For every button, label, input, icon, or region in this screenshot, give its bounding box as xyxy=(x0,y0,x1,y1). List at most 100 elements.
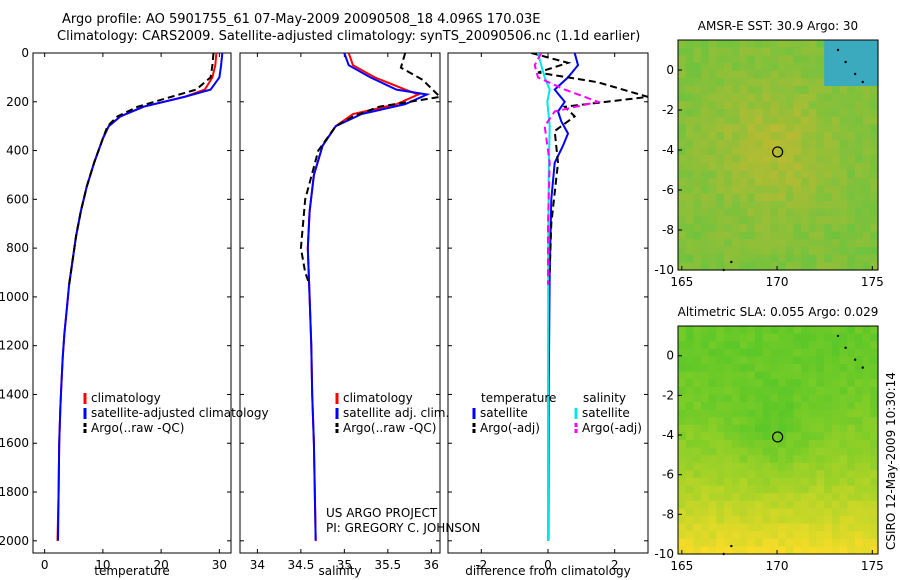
sla-map-cell xyxy=(731,538,741,547)
sla-map-cell xyxy=(854,478,864,487)
sla-map-cell xyxy=(785,341,794,350)
credit-line1: US ARGO PROJECT xyxy=(326,506,438,520)
sla-map-cell xyxy=(831,394,841,403)
sst-map-cell xyxy=(824,40,833,49)
sla-map-cell xyxy=(716,341,725,350)
sla-map-cell xyxy=(854,462,864,471)
sst-map-cell xyxy=(847,254,856,263)
sla-map-cell xyxy=(754,432,764,441)
sla-map-cell xyxy=(824,364,833,373)
sla-map-cell xyxy=(762,500,771,509)
sla-map-cell xyxy=(816,538,825,547)
sst-map-cell xyxy=(870,109,879,118)
sla-map-cell xyxy=(870,462,879,471)
sla-map-cell xyxy=(785,546,794,555)
sla-map-cell xyxy=(724,394,733,403)
sla-map-cell xyxy=(824,440,833,449)
sla-map-cell xyxy=(808,364,818,373)
sla-map-cell xyxy=(785,462,794,471)
depth-tick-label: 2000 xyxy=(0,534,29,548)
sst-map-cell xyxy=(762,78,771,87)
sla-map-cell xyxy=(862,371,871,380)
sst-map-cell xyxy=(793,178,802,187)
salinity-profile-xlabel: salinity xyxy=(318,564,361,578)
sst-map-cell xyxy=(778,216,787,225)
sla-map-cell xyxy=(816,424,825,433)
sla-map-cell xyxy=(762,455,771,464)
sla-map-cell xyxy=(870,546,879,555)
sst-map-cell xyxy=(839,70,848,79)
sla-map-cell xyxy=(724,508,733,517)
sla-map-cell xyxy=(808,394,818,403)
sst-map-cell xyxy=(739,78,748,87)
figure-title-line1: Argo profile: AO 5901755_61 07-May-2009 … xyxy=(62,12,541,27)
sla-map-cell xyxy=(716,326,725,335)
sst-map-cell xyxy=(724,86,733,95)
sst-map-cell xyxy=(785,254,794,263)
sla-map-cell xyxy=(724,538,733,547)
sst-map-cell xyxy=(770,147,779,156)
sla-map-cell xyxy=(778,485,787,494)
depth-tick-label: 200 xyxy=(6,95,29,109)
sla-map-cell xyxy=(854,432,864,441)
sst-map-cell xyxy=(824,201,833,210)
sst-map-cell xyxy=(839,147,848,156)
sst-map-cell xyxy=(854,224,864,233)
sst-map-cell xyxy=(847,78,856,87)
sla-map-cell xyxy=(701,546,710,555)
sst-map-cell xyxy=(770,86,779,95)
sla-map-cell xyxy=(685,386,694,395)
sst-map-cell xyxy=(731,224,741,233)
sla-map-cell xyxy=(678,356,687,365)
sst-map-cell xyxy=(685,139,694,148)
sla-map-cell xyxy=(778,546,787,555)
sla-map-cell xyxy=(801,523,810,532)
sla-map-cell xyxy=(770,462,779,471)
sla-map-cell xyxy=(824,523,833,532)
sla-map-cell xyxy=(801,409,810,418)
sst-map-cell xyxy=(716,247,725,256)
sst-map-cell xyxy=(762,109,771,118)
sst-map-cell xyxy=(770,224,779,233)
sst-map-cell xyxy=(685,40,694,49)
sst-map-cell xyxy=(839,170,848,179)
sst-map-cell xyxy=(778,93,787,102)
sla-map-cell xyxy=(685,409,694,418)
sst-map-ytick-label: -8 xyxy=(662,223,674,237)
sst-map-cell xyxy=(693,231,702,240)
sst-map-ytick-label: -6 xyxy=(662,183,674,197)
sst-map-cell xyxy=(747,231,756,240)
sst-map-cell xyxy=(847,47,856,56)
sst-map-cell xyxy=(747,178,756,187)
sla-map-cell xyxy=(731,455,741,464)
sst-map-cell xyxy=(708,139,718,148)
sst-map-cell xyxy=(831,124,841,133)
sla-map-cell xyxy=(770,485,779,494)
sst-map-cell xyxy=(870,101,879,110)
sla-map-cell xyxy=(762,348,771,357)
sla-map-cell xyxy=(739,432,748,441)
sst-map-cell xyxy=(808,132,818,141)
sla-map-cell xyxy=(701,379,710,388)
sst-map-cell xyxy=(778,40,787,49)
sla-map-cell xyxy=(801,508,810,517)
sla-map-cell xyxy=(724,348,733,357)
sla-map-cell xyxy=(754,379,764,388)
sst-map-cell xyxy=(770,70,779,79)
sla-map-cell xyxy=(708,417,718,426)
sst-map-cell xyxy=(747,63,756,72)
sst-map-cell xyxy=(801,93,810,102)
sla-map-cell xyxy=(731,348,741,357)
sst-map-cell xyxy=(793,239,802,248)
sla-map-cell xyxy=(831,356,841,365)
sla-map-cell xyxy=(731,386,741,395)
sst-map-cell xyxy=(808,55,818,64)
sla-map-cell xyxy=(770,386,779,395)
sla-map-cell xyxy=(801,538,810,547)
sst-map-cell xyxy=(739,55,748,64)
sla-map-cell xyxy=(747,470,756,479)
sla-map-cell xyxy=(785,531,794,540)
sla-map-cell xyxy=(785,516,794,525)
sst-map-cell xyxy=(731,185,741,194)
sst-map-cell xyxy=(778,201,787,210)
